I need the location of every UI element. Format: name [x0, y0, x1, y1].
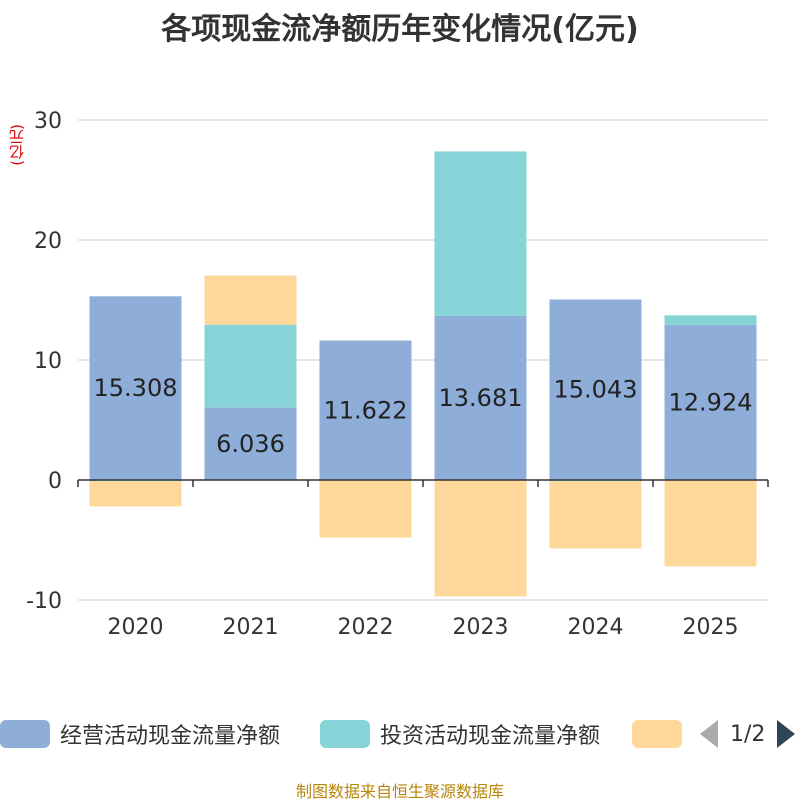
data-label: 15.308: [94, 374, 178, 402]
y-tick-label: 20: [34, 229, 62, 254]
y-tick-label: 0: [48, 469, 62, 494]
bar-segment: [549, 299, 642, 480]
x-tick-label: 2022: [338, 615, 394, 640]
legend-swatch-operating: [0, 720, 50, 748]
bar-segment: [664, 480, 757, 567]
data-label: 6.036: [216, 430, 285, 458]
y-tick-label: 30: [34, 109, 62, 134]
bar-segment: [89, 296, 182, 480]
data-label: 11.622: [324, 396, 408, 424]
legend-label-investing: 投资活动现金流量净额: [380, 724, 601, 749]
legend-item-financing[interactable]: [632, 712, 682, 756]
x-tick-label: 2025: [683, 615, 739, 640]
x-tick-label: 2021: [223, 615, 279, 640]
bar-segment: [664, 324, 757, 480]
legend-page-indicator: 1/2: [730, 721, 766, 747]
x-tick-label: 2023: [453, 615, 509, 640]
bar-segment: [434, 151, 527, 316]
bar-segment: [549, 481, 642, 549]
legend-prev-page-icon[interactable]: [700, 720, 718, 748]
x-tick-label: 2024: [568, 615, 624, 640]
data-label: 12.924: [669, 388, 753, 416]
bar-segment: [204, 275, 297, 325]
legend-item-investing[interactable]: 投资活动现金流量净额: [320, 712, 600, 756]
data-label: 13.681: [439, 384, 523, 412]
bar-segment: [319, 340, 412, 480]
bar-segment: [664, 315, 757, 325]
legend: 经营活动现金流量净额 投资活动现金流量净额 1/2: [0, 712, 800, 756]
bar-segment: [434, 315, 527, 480]
bar-segment: [434, 480, 527, 597]
bar-segment: [319, 480, 412, 538]
bar-segment: [204, 324, 297, 408]
legend-label-operating: 经营活动现金流量净额: [60, 724, 281, 749]
data-source-note: 制图数据来自恒生聚源数据库: [295, 782, 504, 801]
legend-swatch-financing: [632, 720, 682, 748]
y-tick-label: -10: [26, 589, 62, 614]
x-tick-label: 2020: [108, 615, 164, 640]
y-tick-label: 10: [34, 349, 62, 374]
chart-title: 各项现金流净额历年变化情况(亿元): [161, 12, 639, 47]
stacked-bar-chart: -10 0 10 20 30 15.308 6.036 11.622 13.681 15.043 1…: [26, 109, 769, 640]
legend-item-operating[interactable]: 经营活动现金流量净额: [0, 712, 280, 756]
legend-swatch-investing: [320, 720, 370, 748]
legend-next-page-icon[interactable]: [777, 720, 796, 748]
data-label: 15.043: [554, 376, 638, 404]
bar-segment: [89, 481, 182, 507]
bar-segment: [204, 407, 297, 480]
legend-pager: 1/2: [700, 720, 796, 748]
